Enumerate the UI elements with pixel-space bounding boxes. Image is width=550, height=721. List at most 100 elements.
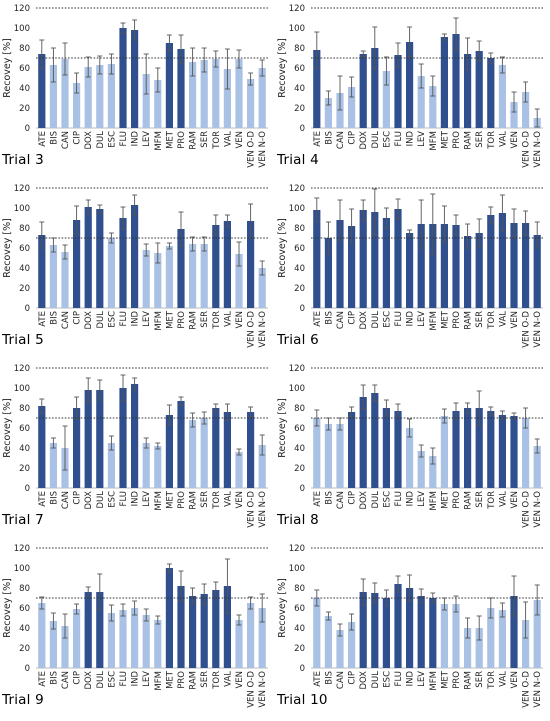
error-bar [50,612,56,630]
x-tick-label: CAN [61,131,71,149]
x-tick-label: RAM [189,131,199,150]
bar [247,603,255,668]
x-tick-label: VEN [510,131,520,149]
error-bar [476,218,482,248]
y-axis-label: Recovey [%] [2,578,13,638]
y-tick-label: 0 [300,304,305,314]
error-bar [39,221,45,249]
bar [247,79,255,128]
bar [498,213,506,308]
error-bar [314,197,320,223]
bar [96,65,104,128]
bar [247,221,255,308]
chart-title: Trial 8 [277,512,319,528]
bar [154,80,162,128]
x-tick-label: MET [440,130,450,149]
bar [38,54,46,128]
bar [189,420,197,488]
bar [359,54,367,128]
bar [154,620,162,668]
x-tick-label: PRO [452,131,462,149]
x-tick-label: ATE [38,671,48,687]
y-tick-label: 80 [19,44,30,54]
error-bar [465,223,471,249]
x-tick-label: PRO [177,311,187,329]
bar [313,210,321,308]
bar [359,397,367,488]
bar [475,233,483,308]
y-tick-label: 20 [294,284,305,294]
error-bar [349,76,355,98]
y-tick-label: 60 [294,244,305,254]
bar [119,218,127,308]
error-bar [259,593,265,623]
bar [212,408,220,488]
bar [510,596,518,668]
bar [84,390,92,488]
chart-svg: 0 20 40 60 80 100 120 Recovey [%] ATE BIS CAN CIP DO… [277,364,543,528]
y-tick-label: 120 [14,4,30,14]
error-bar [190,587,196,605]
x-tick-label: DUL [371,311,381,329]
bar [313,598,321,668]
bar [189,244,197,308]
y-tick-label: 20 [19,464,30,474]
error-bar [108,53,114,75]
bar [464,236,472,308]
bar [487,215,495,308]
bar [119,28,127,128]
x-tick-label: ESC [382,491,392,508]
x-tick-label: LEV [142,131,152,147]
y-axis-label: Recovey [%] [2,218,13,278]
bar [452,411,460,488]
x-tick-label: MET [165,130,175,149]
x-tick-label: BIS [324,491,334,505]
chart-title: Trial 4 [277,152,319,168]
error-bar [236,241,242,267]
y-tick-label: 120 [14,184,30,194]
x-tick-label: DUL [371,131,381,149]
y-axis-label: Recovey [%] [277,218,288,278]
bar [84,207,92,308]
x-tick-label: IND [406,131,416,147]
x-tick-label: MET [165,670,175,689]
error-bar [143,243,149,257]
error-bar [383,589,389,607]
bar [200,594,208,668]
bar [406,428,414,488]
error-bar [534,108,540,128]
bar [429,224,437,308]
x-tick-label: BIS [49,311,59,325]
x-tick-label: FLU [119,491,129,506]
y-tick-label: 60 [294,424,305,434]
bar [475,628,483,668]
error-bar [178,211,184,247]
bar [84,67,92,128]
error-bar [201,47,207,73]
error-bar [213,214,219,236]
y-tick-label: 40 [19,264,30,274]
error-bar [476,390,482,426]
x-tick-label: IND [131,491,141,507]
bar [165,568,173,668]
x-tick-label: CAN [336,311,346,329]
error-bar [337,623,343,637]
error-bar [155,615,161,625]
bar [49,65,57,128]
error-bar [248,406,254,418]
bar [142,74,150,128]
bar [498,65,506,128]
x-tick-label: VEN O-D [522,491,532,528]
error-bar [441,408,447,424]
error-bar [465,617,471,639]
x-tick-label: BIS [49,671,59,685]
chart-title: Trial 7 [2,512,44,528]
x-tick-label: MFM [429,311,439,331]
x-tick-label: MET [440,490,450,509]
x-tick-label: MFM [154,671,164,691]
bar [359,592,367,668]
error-bar [349,613,355,631]
error-bar [248,72,254,86]
error-bar [499,194,505,232]
x-tick-label: SER [200,671,210,688]
